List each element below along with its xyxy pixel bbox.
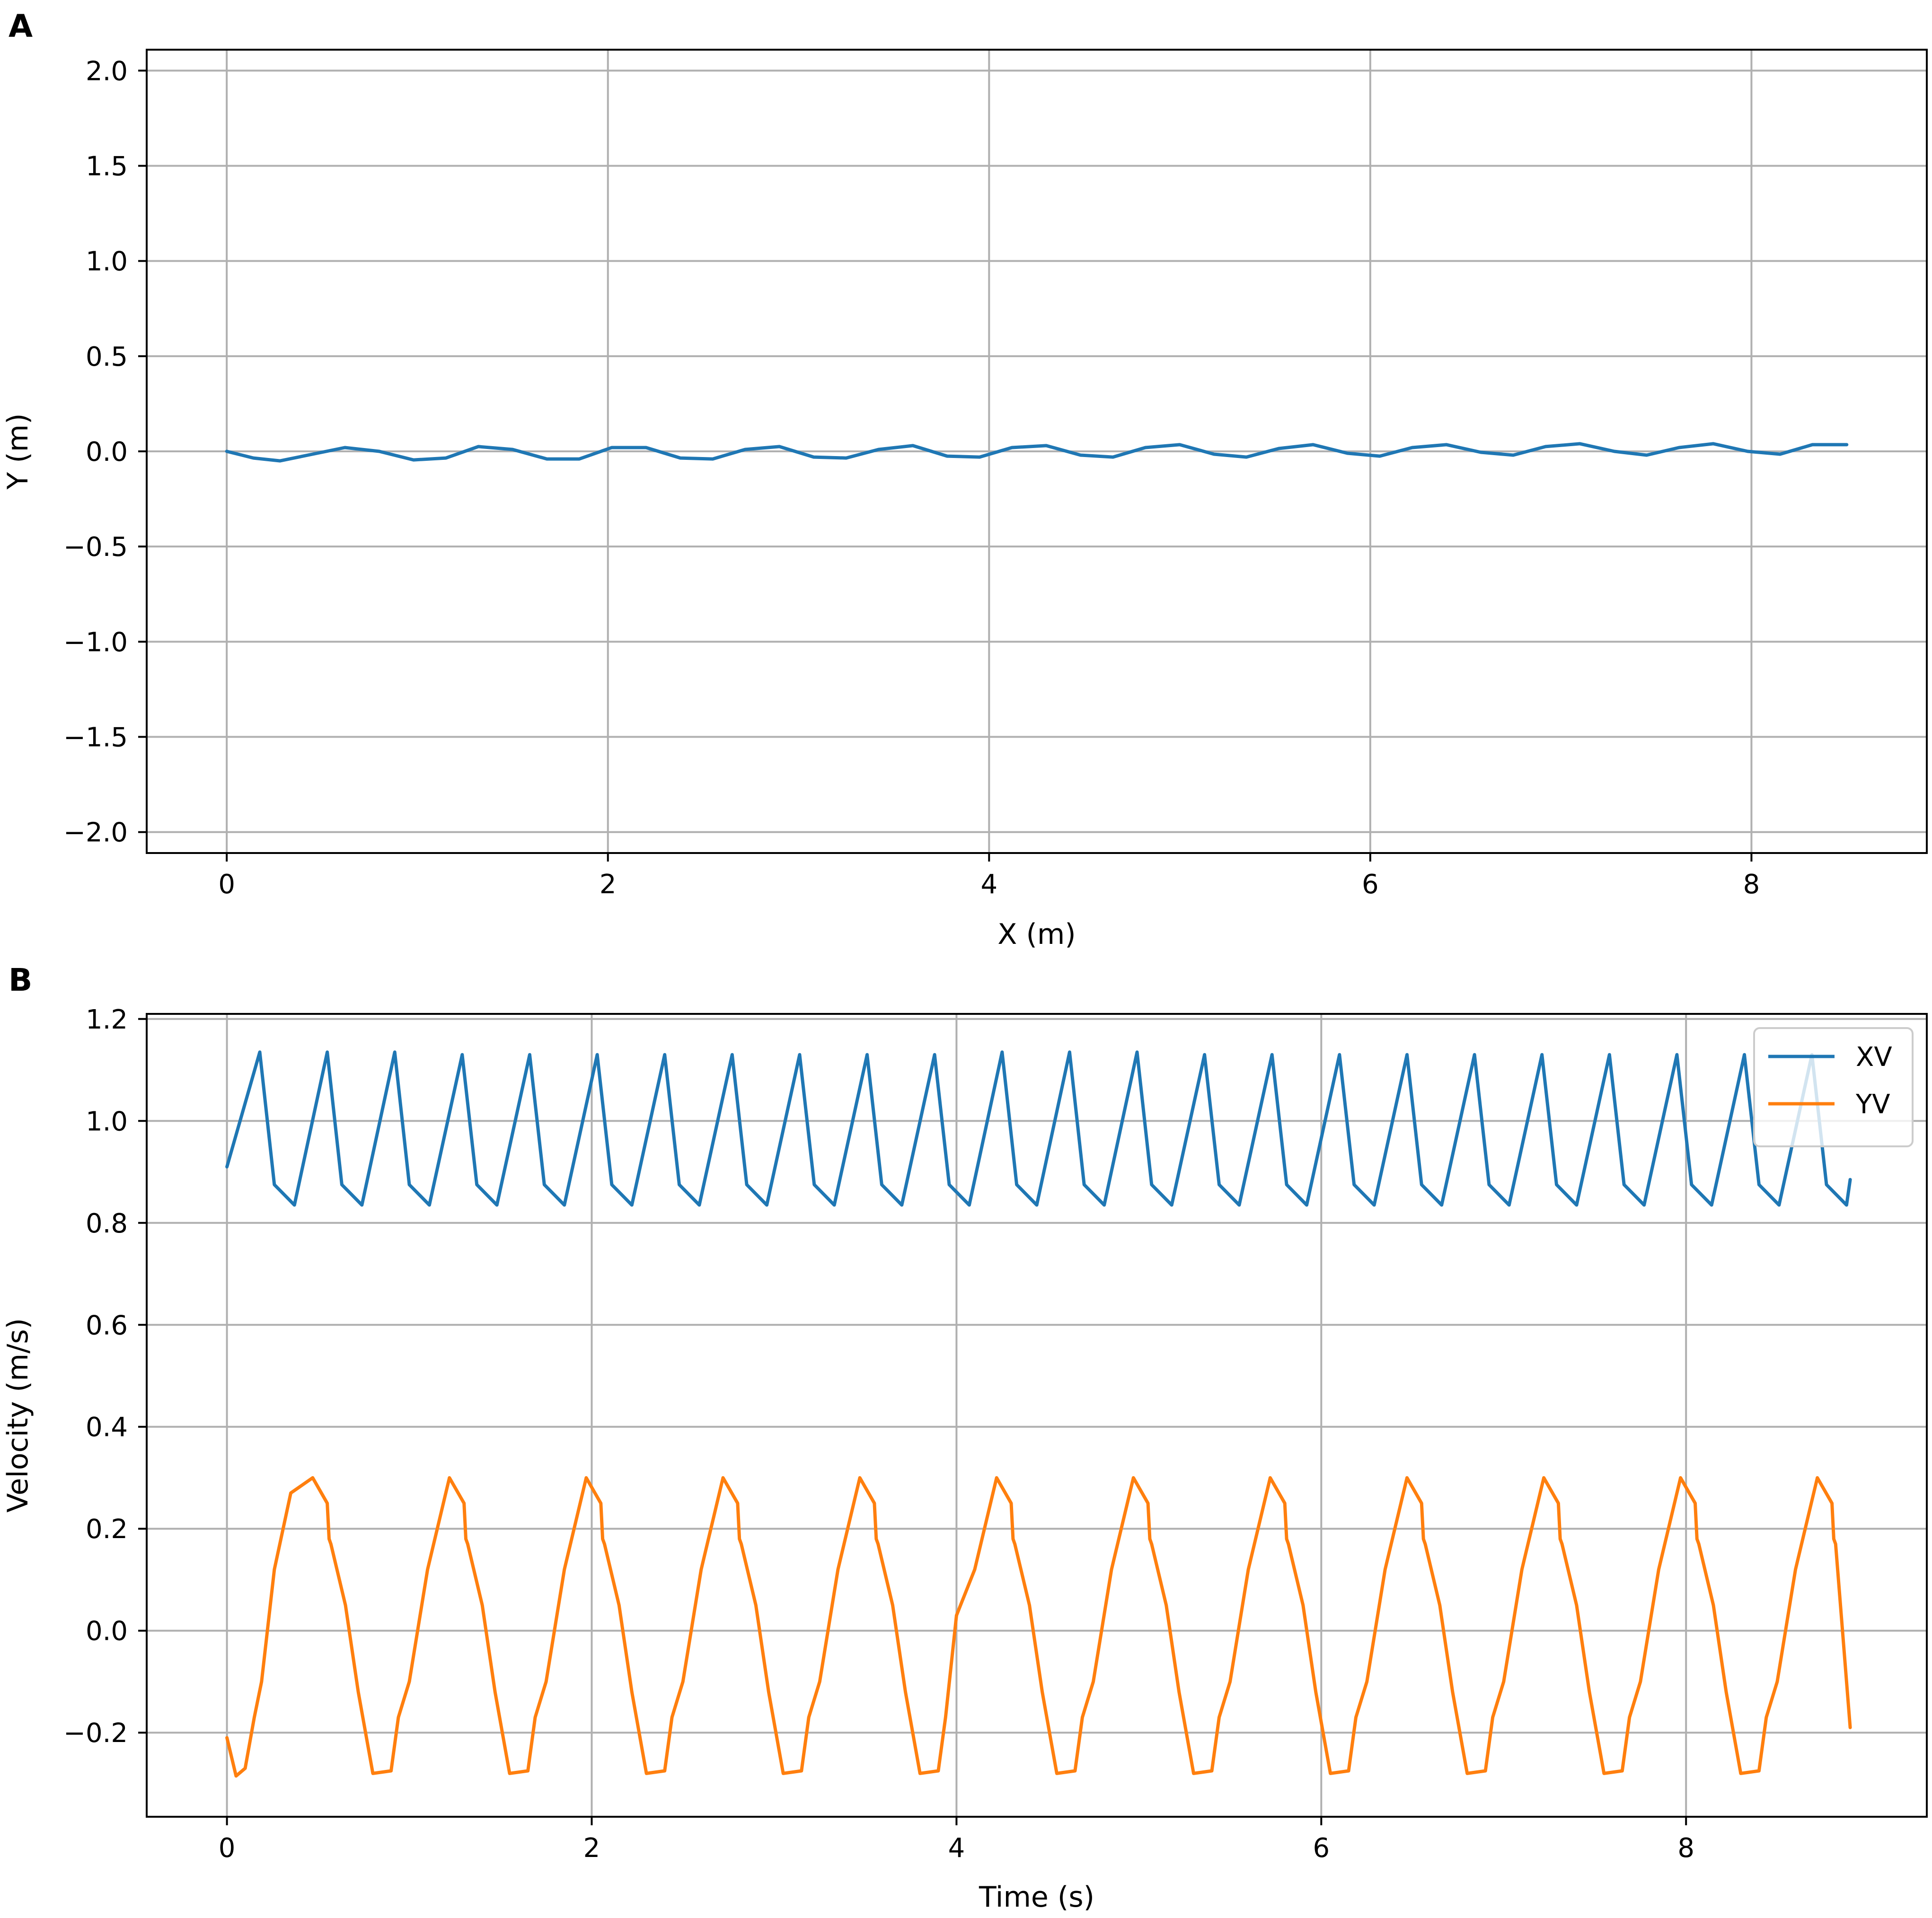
y-tick-label: 0.6 (86, 1310, 128, 1341)
legend-label-yv: YV (1855, 1089, 1890, 1120)
y-tick-label: 1.5 (86, 151, 128, 182)
x-tick-label: 8 (1743, 869, 1760, 900)
y-tick-label: 0.5 (86, 342, 128, 372)
y-tick-label: 1.2 (86, 1004, 128, 1035)
panel-letter: A (9, 8, 33, 44)
x-axis-label: X (m) (997, 918, 1076, 951)
x-axis-label: Time (s) (979, 1881, 1094, 1914)
x-tick-label: 0 (218, 869, 235, 900)
y-axis-label: Velocity (m/s) (1, 1318, 35, 1513)
panel-a: A 0 2 4 6 8 2.0 1.5 1.0 0.5 0.0 −0.5 −1.0 −1.5 −2.0 X (… (1, 8, 1928, 951)
legend-label-xv: XV (1856, 1042, 1892, 1073)
y-axis-label: Y (m) (1, 414, 35, 490)
panel-letter: B (9, 962, 32, 998)
x-tick-label: 2 (600, 869, 617, 900)
x-tick-label: 2 (583, 1833, 600, 1864)
x-tick-label: 6 (1362, 869, 1379, 900)
axes-frame (146, 1013, 1928, 1818)
x-tick-label: 4 (948, 1833, 965, 1864)
x-tick-label: 8 (1677, 1833, 1694, 1864)
panel-b: B 0 2 4 6 8 1.2 1.0 0.8 0.6 0.4 0.2 0.0 −0.2 Time (s) V… (1, 962, 1928, 1914)
y-tick-label: 0.8 (86, 1208, 128, 1239)
y-tick-label: −1.0 (63, 627, 128, 658)
x-tick-label: 0 (219, 1833, 236, 1864)
y-tick-label: 0.0 (86, 1616, 128, 1647)
x-tick-label: 6 (1313, 1833, 1330, 1864)
y-tick-label: 0.4 (86, 1412, 128, 1443)
y-tick-label: −1.5 (63, 722, 128, 753)
series-line-xv (225, 1050, 1852, 1207)
y-tick-label: 1.0 (86, 246, 128, 277)
series-line-0 (225, 442, 1849, 463)
y-tick-label: −0.5 (63, 532, 128, 563)
x-tick-label: 4 (980, 869, 997, 900)
y-tick-label: 0.2 (86, 1514, 128, 1545)
y-tick-label: −2.0 (63, 818, 128, 848)
y-tick-label: 1.0 (86, 1106, 128, 1137)
y-tick-label: −0.2 (63, 1718, 128, 1749)
y-tick-label: 0.0 (86, 437, 128, 467)
series-line-yv (225, 1476, 1852, 1778)
y-tick-label: 2.0 (86, 56, 128, 87)
legend: XV YV (1753, 1027, 1914, 1147)
